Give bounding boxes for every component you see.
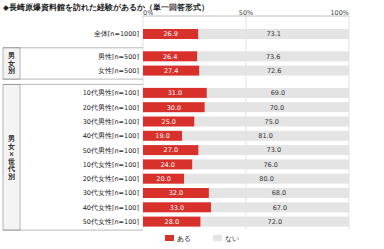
group-label: 男女別 (7, 52, 15, 75)
bar (199, 145, 349, 155)
category-label: 20代男性[n=100] (83, 104, 139, 112)
group-box (3, 84, 20, 230)
bar (143, 188, 209, 198)
category-label: 50代男性[n=100] (83, 147, 139, 155)
category-label: 女性[n=500] (98, 67, 139, 75)
data-label: 33.0 (170, 204, 184, 212)
category-label: 40代男性[n=100] (83, 132, 139, 140)
bar (182, 131, 349, 141)
data-label: 26.9 (163, 30, 177, 38)
data-label: 72.6 (267, 67, 281, 75)
bar (143, 29, 198, 39)
data-label: 72.0 (268, 218, 282, 226)
data-label: 30.0 (167, 104, 181, 112)
data-label: 32.0 (169, 189, 183, 197)
bar (197, 51, 349, 61)
bar (211, 202, 349, 212)
group-separator (3, 47, 143, 48)
data-label: 27.0 (164, 146, 178, 154)
bar (199, 66, 349, 76)
data-label: 67.0 (273, 204, 287, 212)
data-label: 73.1 (266, 30, 280, 38)
group-label-char: 別 (7, 67, 15, 75)
bar (143, 102, 205, 112)
data-label: 69.0 (271, 89, 285, 97)
group-separator (3, 230, 143, 231)
bar (143, 131, 182, 141)
group-separator (3, 79, 143, 80)
bar (143, 145, 199, 155)
data-labels: 26.9 26.4 27.4 31.0 30.0 25.0 19.0 27.0 24.0 20.0… (155, 30, 287, 226)
data-label: 70.0 (270, 104, 284, 112)
data-label: 68.0 (272, 189, 286, 197)
category-label: 10代女性[n=100] (83, 161, 139, 169)
bar (198, 29, 349, 39)
group-label: 男女×世代別 (7, 135, 15, 181)
data-label: 19.0 (155, 132, 169, 140)
group-label-char: 別 (7, 173, 15, 181)
bar (143, 159, 192, 169)
data-label: 24.0 (160, 161, 174, 169)
data-label: 28.0 (165, 218, 179, 226)
title: ◆長崎原爆資料館を訪れた経験があるか（単一回答形式） (3, 3, 209, 12)
data-label: 73.0 (267, 146, 281, 154)
legend-label: ある (177, 235, 191, 243)
legend-label: ない (225, 235, 239, 243)
data-label: 25.0 (162, 118, 176, 126)
bar (205, 102, 349, 112)
legend-swatch (165, 235, 174, 241)
bar (143, 88, 207, 98)
axis-line (143, 16, 349, 17)
bar (143, 202, 211, 212)
category-label: 10代男性[n=100] (83, 89, 139, 97)
legend: ある ない (165, 235, 239, 243)
bar (143, 66, 199, 76)
bar (143, 217, 201, 227)
data-label: 75.0 (265, 118, 279, 126)
category-label: 男性[n=500] (98, 53, 139, 61)
bars (143, 29, 349, 227)
group-box (3, 48, 20, 79)
chart: ◆長崎原爆資料館を訪れた経験があるか（単一回答形式）0%50%100%男女別男女… (0, 0, 384, 249)
category-label: 30代男性[n=100] (83, 118, 139, 126)
category-label: 40代女性[n=100] (83, 204, 139, 212)
data-label: 20.0 (156, 175, 170, 183)
data-label: 27.4 (164, 67, 178, 75)
bar (143, 117, 195, 127)
bar (209, 188, 349, 198)
group-separator (3, 84, 143, 85)
data-label: 26.4 (163, 53, 177, 61)
legend-swatch (213, 235, 222, 241)
bar (201, 217, 349, 227)
category-label: 30代女性[n=100] (83, 189, 139, 197)
category-label: 50代女性[n=100] (83, 218, 139, 226)
data-label: 73.6 (266, 53, 280, 61)
bar (184, 174, 349, 184)
data-label: 81.0 (258, 132, 272, 140)
category-label: 全体[n=1000] (94, 30, 139, 38)
data-label: 31.0 (168, 89, 182, 97)
category-label: 20代女性[n=100] (83, 175, 139, 183)
bar (143, 51, 197, 61)
bar (207, 88, 349, 98)
bar (143, 174, 184, 184)
bar (192, 159, 349, 169)
data-label: 80.0 (259, 175, 273, 183)
data-label: 76.0 (263, 161, 277, 169)
bar (195, 117, 350, 127)
